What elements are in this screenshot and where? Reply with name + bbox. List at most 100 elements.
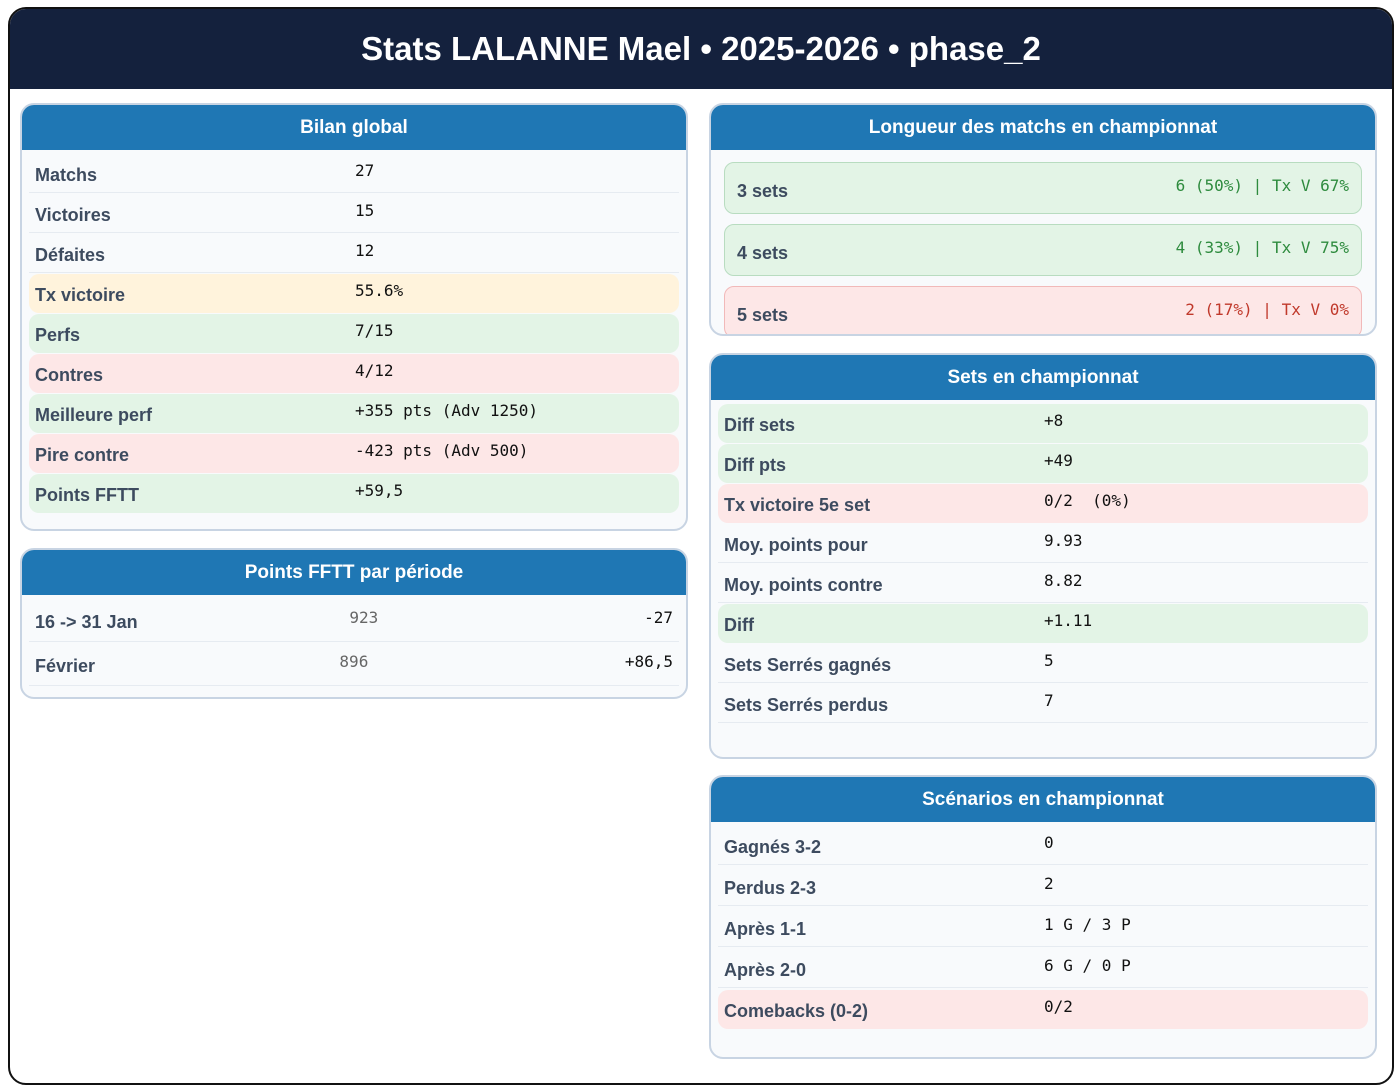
stat-row: Moy. points pour 9.93 xyxy=(718,524,1368,563)
stat-label: Défaites xyxy=(35,244,106,265)
stat-value: 7/15 xyxy=(355,320,394,340)
panel-body: Matchs 27 Victoires 15 Défaites 12 Tx victoire… xyxy=(22,150,686,518)
panel-title: Longueur des matchs en championnat xyxy=(711,105,1375,150)
stat-value: +86,5 xyxy=(624,651,673,671)
stat-row: Tx victoire 5e set 0/2 (0%) xyxy=(718,484,1368,523)
stat-value: +59,5 xyxy=(355,480,404,500)
stat-label: Perdus 2-3 xyxy=(724,877,817,898)
stat-label: Tx victoire xyxy=(35,284,126,305)
panel-title: Points FFTT par période xyxy=(22,550,686,595)
stat-row: Moy. points contre 8.82 xyxy=(718,564,1368,603)
stat-row: Matchs 27 xyxy=(29,154,679,193)
stat-label: Pire contre xyxy=(35,444,130,465)
stat-row: Perdus 2-3 2 xyxy=(718,867,1368,906)
stat-row: Perfs 7/15 xyxy=(29,314,679,353)
stat-row: Février 896 +86,5 xyxy=(29,643,679,686)
stat-label: 5 sets xyxy=(737,304,789,325)
stat-label: 4 sets xyxy=(737,242,789,263)
stat-value: 4 (33%) | Tx V 75% xyxy=(1175,237,1349,257)
panel: Scénarios en championnat Gagnés 3-2 0 Perdu… xyxy=(709,775,1377,1059)
panel-title: Scénarios en championnat xyxy=(711,777,1375,822)
stat-label: Points FFTT xyxy=(35,484,139,505)
stat-label: Tx victoire 5e set xyxy=(724,494,871,515)
stat-label: Sets Serrés perdus xyxy=(724,694,889,715)
stat-label: Diff xyxy=(724,614,754,635)
stat-value: 0/2 xyxy=(1044,996,1073,1016)
panel: Bilan global Matchs 27 Victoires 15 Défaites 1… xyxy=(20,103,688,531)
stat-row: Sets Serrés gagnés 5 xyxy=(718,644,1368,683)
stat-value: 6 G / 0 P xyxy=(1044,955,1131,975)
stat-value: 5 xyxy=(1044,650,1054,670)
stat-card: 3 sets 6 (50%) | Tx V 67% xyxy=(724,162,1362,214)
stat-value: 7 xyxy=(1044,690,1054,710)
stat-value: 6 (50%) | Tx V 67% xyxy=(1175,175,1349,195)
stat-label: Matchs xyxy=(35,164,98,185)
stat-row: Victoires 15 xyxy=(29,194,679,233)
stat-value: 9.93 xyxy=(1044,530,1083,550)
stat-row: Contres 4/12 xyxy=(29,354,679,393)
stat-card: 4 sets 4 (33%) | Tx V 75% xyxy=(724,224,1362,276)
stat-row: Meilleure perf +355 pts (Adv 1250) xyxy=(29,394,679,433)
stat-value: 0 xyxy=(1044,832,1054,852)
stat-value: 4/12 xyxy=(355,360,394,380)
stat-row: Diff +1.11 xyxy=(718,604,1368,643)
panel-body: Diff sets +8 Diff pts +49 Tx victoire 5e set… xyxy=(711,400,1375,728)
panel-body: Gagnés 3-2 0 Perdus 2-3 2 Après 1-1 1 G / 3 P… xyxy=(711,822,1375,1034)
panel: Points FFTT par période 16 -> 31 Jan 923 -2… xyxy=(20,548,688,699)
stat-row: Pire contre -423 pts (Adv 500) xyxy=(29,434,679,473)
stat-value: 1 G / 3 P xyxy=(1044,914,1131,934)
stat-value: 2 xyxy=(1044,873,1054,893)
panel-title: Sets en championnat xyxy=(711,355,1375,400)
stat-value: 55.6% xyxy=(355,280,404,300)
stat-value: +1.11 xyxy=(1044,610,1093,630)
panel-title: Bilan global xyxy=(22,105,686,150)
stat-label: 3 sets xyxy=(737,180,789,201)
stat-value: 12 xyxy=(355,240,375,260)
stat-label: Après 2-0 xyxy=(724,959,807,980)
stat-label: Comebacks (0-2) xyxy=(724,1000,869,1021)
stat-card: 5 sets 2 (17%) | Tx V 0% xyxy=(724,286,1362,334)
stat-row: Défaites 12 xyxy=(29,234,679,273)
stat-value: 0/2 (0%) xyxy=(1044,490,1131,510)
stat-label: Sets Serrés gagnés xyxy=(724,654,892,675)
stat-label: Contres xyxy=(35,364,104,385)
panel-body: 3 sets 6 (50%) | Tx V 67% 4 sets 4 (33%) | … xyxy=(711,150,1375,334)
stat-value: 2 (17%) | Tx V 0% xyxy=(1185,299,1349,319)
stat-row: Sets Serrés perdus 7 xyxy=(718,684,1368,723)
stat-row: Comebacks (0-2) 0/2 xyxy=(718,990,1368,1029)
stat-row: Diff pts +49 xyxy=(718,444,1368,483)
stat-label: Février xyxy=(35,655,96,676)
stat-label: Moy. points contre xyxy=(724,574,883,595)
stat-value: 15 xyxy=(355,200,375,220)
stat-value: -423 pts (Adv 500) xyxy=(355,440,529,460)
stat-label: Victoires xyxy=(35,204,111,225)
stat-label: Gagnés 3-2 xyxy=(724,836,822,857)
panel-body: 16 -> 31 Jan 923 -27 Février 896 +86,5 xyxy=(22,595,686,691)
stat-value: +8 xyxy=(1044,410,1064,430)
stat-row: Gagnés 3-2 0 xyxy=(718,826,1368,865)
stat-value: 896 xyxy=(339,651,369,671)
panel: Sets en championnat Diff sets +8 Diff pts +4… xyxy=(709,353,1377,759)
stat-row: Points FFTT +59,5 xyxy=(29,474,679,513)
stat-row: 16 -> 31 Jan 923 -27 xyxy=(29,599,679,642)
page-title: Stats LALANNE Mael • 2025-2026 • phase_2 xyxy=(10,9,1392,89)
stat-label: Après 1-1 xyxy=(724,918,807,939)
panel: Longueur des matchs en championnat 3 sets… xyxy=(709,103,1377,336)
stat-value: +49 xyxy=(1044,450,1073,470)
stat-label: Diff pts xyxy=(724,454,786,475)
stat-row: Diff sets +8 xyxy=(718,404,1368,443)
stat-label: 16 -> 31 Jan xyxy=(35,611,138,632)
stat-row: Tx victoire 55.6% xyxy=(29,274,679,313)
stat-value: +355 pts (Adv 1250) xyxy=(355,400,539,420)
stat-label: Moy. points pour xyxy=(724,534,868,555)
stat-label: Diff sets xyxy=(724,414,796,435)
stat-value: 27 xyxy=(355,160,375,180)
stat-value: 923 xyxy=(349,607,379,627)
stat-value: -27 xyxy=(644,607,673,627)
stat-label: Perfs xyxy=(35,324,81,345)
stat-value: 8.82 xyxy=(1044,570,1083,590)
stat-label: Meilleure perf xyxy=(35,404,153,425)
stat-row: Après 2-0 6 G / 0 P xyxy=(718,949,1368,988)
stat-row: Après 1-1 1 G / 3 P xyxy=(718,908,1368,947)
